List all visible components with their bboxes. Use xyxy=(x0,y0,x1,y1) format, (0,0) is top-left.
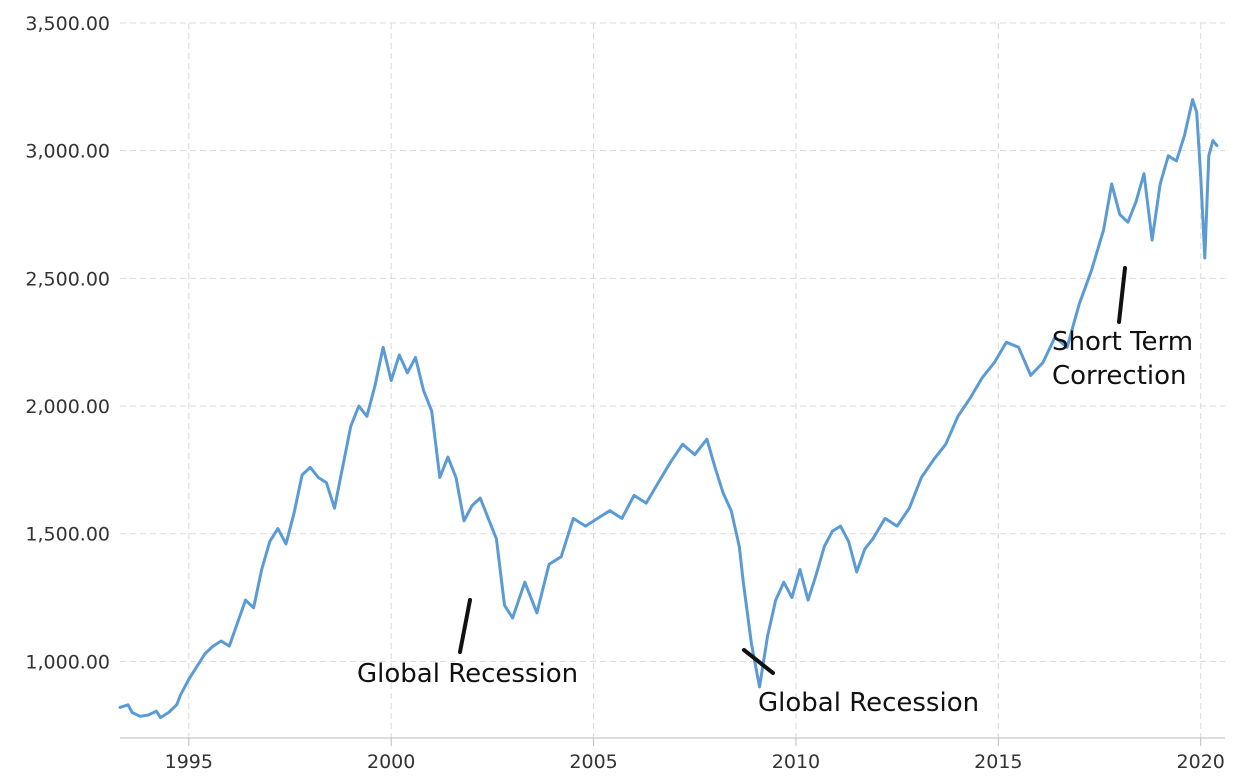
axes xyxy=(120,737,1225,746)
y-tick-label: 1,500.00 xyxy=(25,524,110,546)
annotation-label: Short Term xyxy=(1052,327,1193,357)
x-tick-label: 2010 xyxy=(772,751,820,773)
annotation-pointer xyxy=(458,598,472,654)
x-tick-label: 2005 xyxy=(569,751,617,773)
x-tick-label: 2000 xyxy=(367,751,415,773)
y-tick-label: 2,500.00 xyxy=(25,268,110,290)
grid-lines xyxy=(120,22,1225,738)
series xyxy=(118,98,1219,720)
x-tick-label: 2015 xyxy=(974,751,1022,773)
x-tick-label: 1995 xyxy=(165,751,213,773)
y-tick-label: 1,000.00 xyxy=(25,651,110,673)
annotation-label: Correction xyxy=(1052,361,1187,391)
annotation-pointer xyxy=(742,648,775,675)
tick-labels: 1,000.00 1,500.00 2,000.00 2,500.00 3,000.00… xyxy=(25,13,1225,773)
annotations: Global Recession Global Recession Short Te… xyxy=(357,266,1193,718)
annotation-pointer xyxy=(1117,266,1127,324)
series-line xyxy=(118,98,1219,720)
annotation-label: Global Recession xyxy=(758,688,979,718)
y-tick-label: 3,000.00 xyxy=(25,141,110,163)
annotation-label: Global Recession xyxy=(357,659,578,689)
x-tick-label: 2020 xyxy=(1177,751,1225,773)
y-tick-label: 2,000.00 xyxy=(25,396,110,418)
y-tick-label: 3,500.00 xyxy=(25,13,110,35)
